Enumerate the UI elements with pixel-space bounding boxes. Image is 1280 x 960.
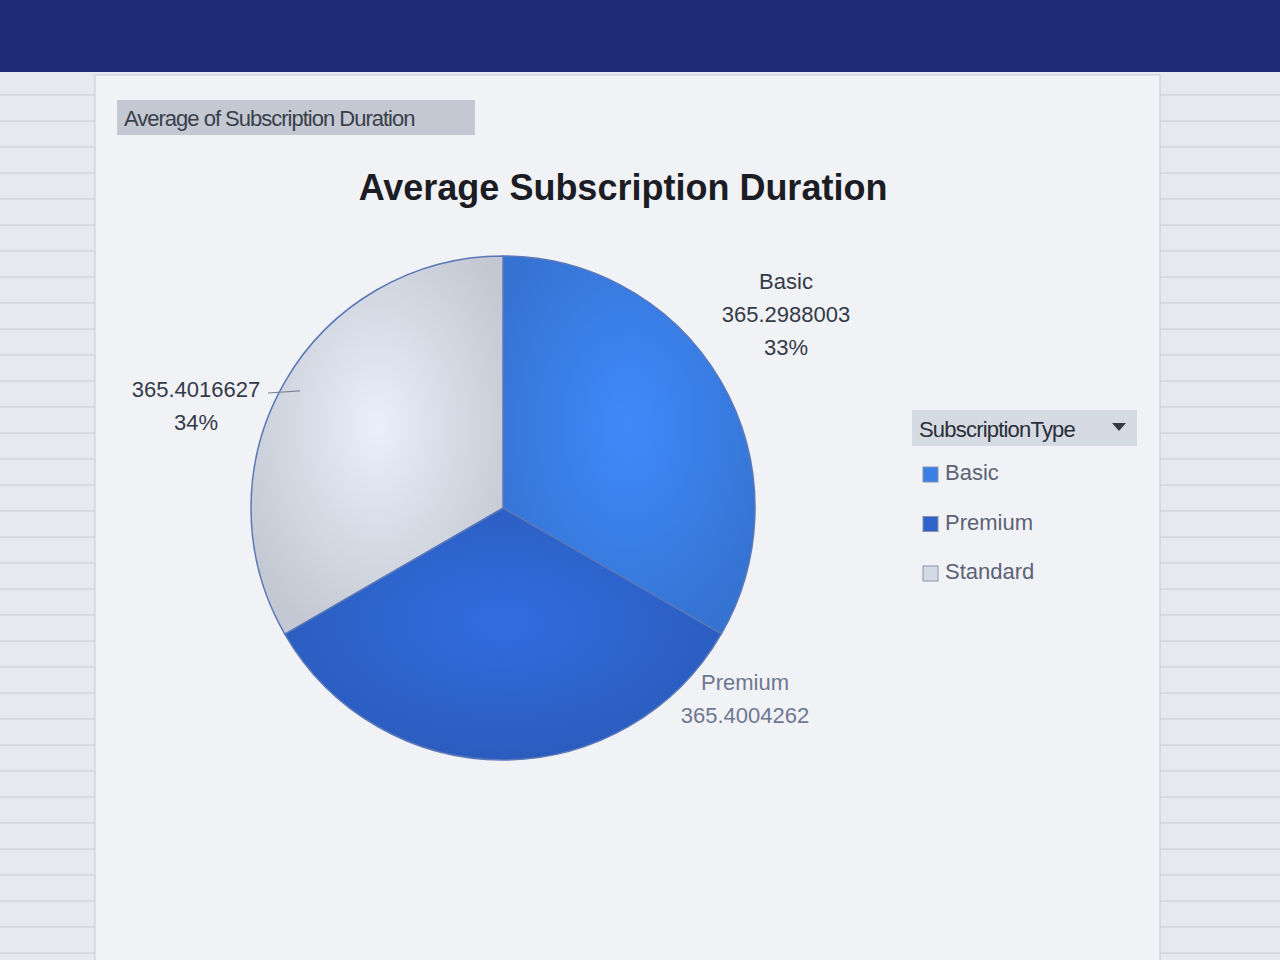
chart-area xyxy=(95,75,1160,960)
sheet-row-line xyxy=(0,927,95,928)
sheet-row-line xyxy=(0,797,95,798)
sheet-row-line xyxy=(1160,121,1280,122)
sheet-row-line xyxy=(1160,251,1280,252)
sheet-row-line xyxy=(0,823,95,824)
data-label: 365.2988003 xyxy=(722,302,850,327)
data-label: 34% xyxy=(174,410,218,435)
sheet-row-line xyxy=(0,173,95,174)
sheet-row-line xyxy=(0,641,95,642)
pie-slice xyxy=(251,256,503,634)
sheet-row-line xyxy=(0,615,95,616)
dropdown-arrow xyxy=(1112,423,1126,431)
sheet-row-line xyxy=(1160,95,1280,96)
sheet-row-line xyxy=(0,849,95,850)
sheet-row-line xyxy=(0,199,95,200)
sheet-row-line xyxy=(0,277,95,278)
field-button-label: Average of Subscription Duration xyxy=(124,106,414,131)
sheet-row-line xyxy=(1160,537,1280,538)
legend-entry: Standard xyxy=(945,559,1034,584)
sheet-row-line xyxy=(0,745,95,746)
sheet-row-line xyxy=(1160,225,1280,226)
sheet-row-line xyxy=(0,719,95,720)
sheet-row-line xyxy=(1160,563,1280,564)
legend-entry: Basic xyxy=(945,460,999,485)
legend-field-button xyxy=(912,410,1137,446)
sheet-row-line xyxy=(0,251,95,252)
sheet-row-line xyxy=(0,225,95,226)
sheet-row-line xyxy=(0,355,95,356)
sheet-row-line xyxy=(1160,511,1280,512)
sheet-row-line xyxy=(1160,433,1280,434)
sheet-row-line xyxy=(0,771,95,772)
sheet-row-line xyxy=(1160,849,1280,850)
sheet-row-line xyxy=(1160,667,1280,668)
sheet-row-line xyxy=(1160,303,1280,304)
sheet-row-line xyxy=(0,901,95,902)
sheet-row-line xyxy=(1160,355,1280,356)
sheet-row-line xyxy=(1160,875,1280,876)
sheet-row-line xyxy=(1160,459,1280,460)
window-band xyxy=(0,0,1280,72)
sheet-row-line xyxy=(1160,199,1280,200)
sheet-row-line xyxy=(1160,927,1280,928)
leader-line xyxy=(268,391,300,393)
sheet-row-line xyxy=(1160,693,1280,694)
legend-swatch xyxy=(923,467,938,482)
field-button xyxy=(117,100,475,135)
sheet-row-line xyxy=(0,329,95,330)
chart-title: Average Subscription Duration xyxy=(359,167,888,208)
sheet-row-line xyxy=(0,875,95,876)
sheet-row-line xyxy=(1160,615,1280,616)
sheet-row-line xyxy=(1160,173,1280,174)
sheet-row-line xyxy=(1160,719,1280,720)
sheet-row-line xyxy=(1160,485,1280,486)
data-label: Premium xyxy=(701,670,789,695)
sheet-row-line xyxy=(0,563,95,564)
legend-swatch xyxy=(923,517,938,532)
sheet-row-line xyxy=(0,667,95,668)
legend-entry: Premium xyxy=(945,510,1033,535)
sheet-row-line xyxy=(0,303,95,304)
pie xyxy=(251,256,755,760)
legend-title: SubscriptionType xyxy=(919,417,1076,442)
sheet-row-line xyxy=(0,485,95,486)
sheet-row-line xyxy=(0,953,95,954)
sheet-row-line xyxy=(0,537,95,538)
chart-root: Average of Subscription Duration Average … xyxy=(0,0,1280,960)
sheet-row-line xyxy=(1160,381,1280,382)
legend-swatch xyxy=(923,566,938,581)
data-label: Basic xyxy=(759,269,813,294)
data-label: 365.4004262 xyxy=(681,703,809,728)
sheet-row-line xyxy=(1160,953,1280,954)
sheet-row-line xyxy=(0,511,95,512)
sheet-row-line xyxy=(1160,771,1280,772)
sheet-row-line xyxy=(1160,745,1280,746)
sheet-row-line xyxy=(1160,641,1280,642)
data-label: 33% xyxy=(764,335,808,360)
sheet-row-line xyxy=(0,95,95,96)
sheet-row-line xyxy=(0,147,95,148)
sheet-row-line xyxy=(1160,797,1280,798)
sheet-row-line xyxy=(1160,329,1280,330)
sheet-row-line xyxy=(0,589,95,590)
sheet-row-line xyxy=(1160,901,1280,902)
sheet-row-line xyxy=(0,433,95,434)
sheet-row-line xyxy=(0,693,95,694)
sheet-row-line xyxy=(0,381,95,382)
sheet-row-line xyxy=(0,121,95,122)
data-label: 365.4016627 xyxy=(132,377,260,402)
sheet-row-line xyxy=(1160,147,1280,148)
sheet-row-line xyxy=(1160,277,1280,278)
sheet-row-line xyxy=(0,459,95,460)
sheet-row-line xyxy=(0,407,95,408)
sheet-row-line xyxy=(1160,823,1280,824)
sheet-row-line xyxy=(1160,407,1280,408)
sheet-row-line xyxy=(1160,589,1280,590)
